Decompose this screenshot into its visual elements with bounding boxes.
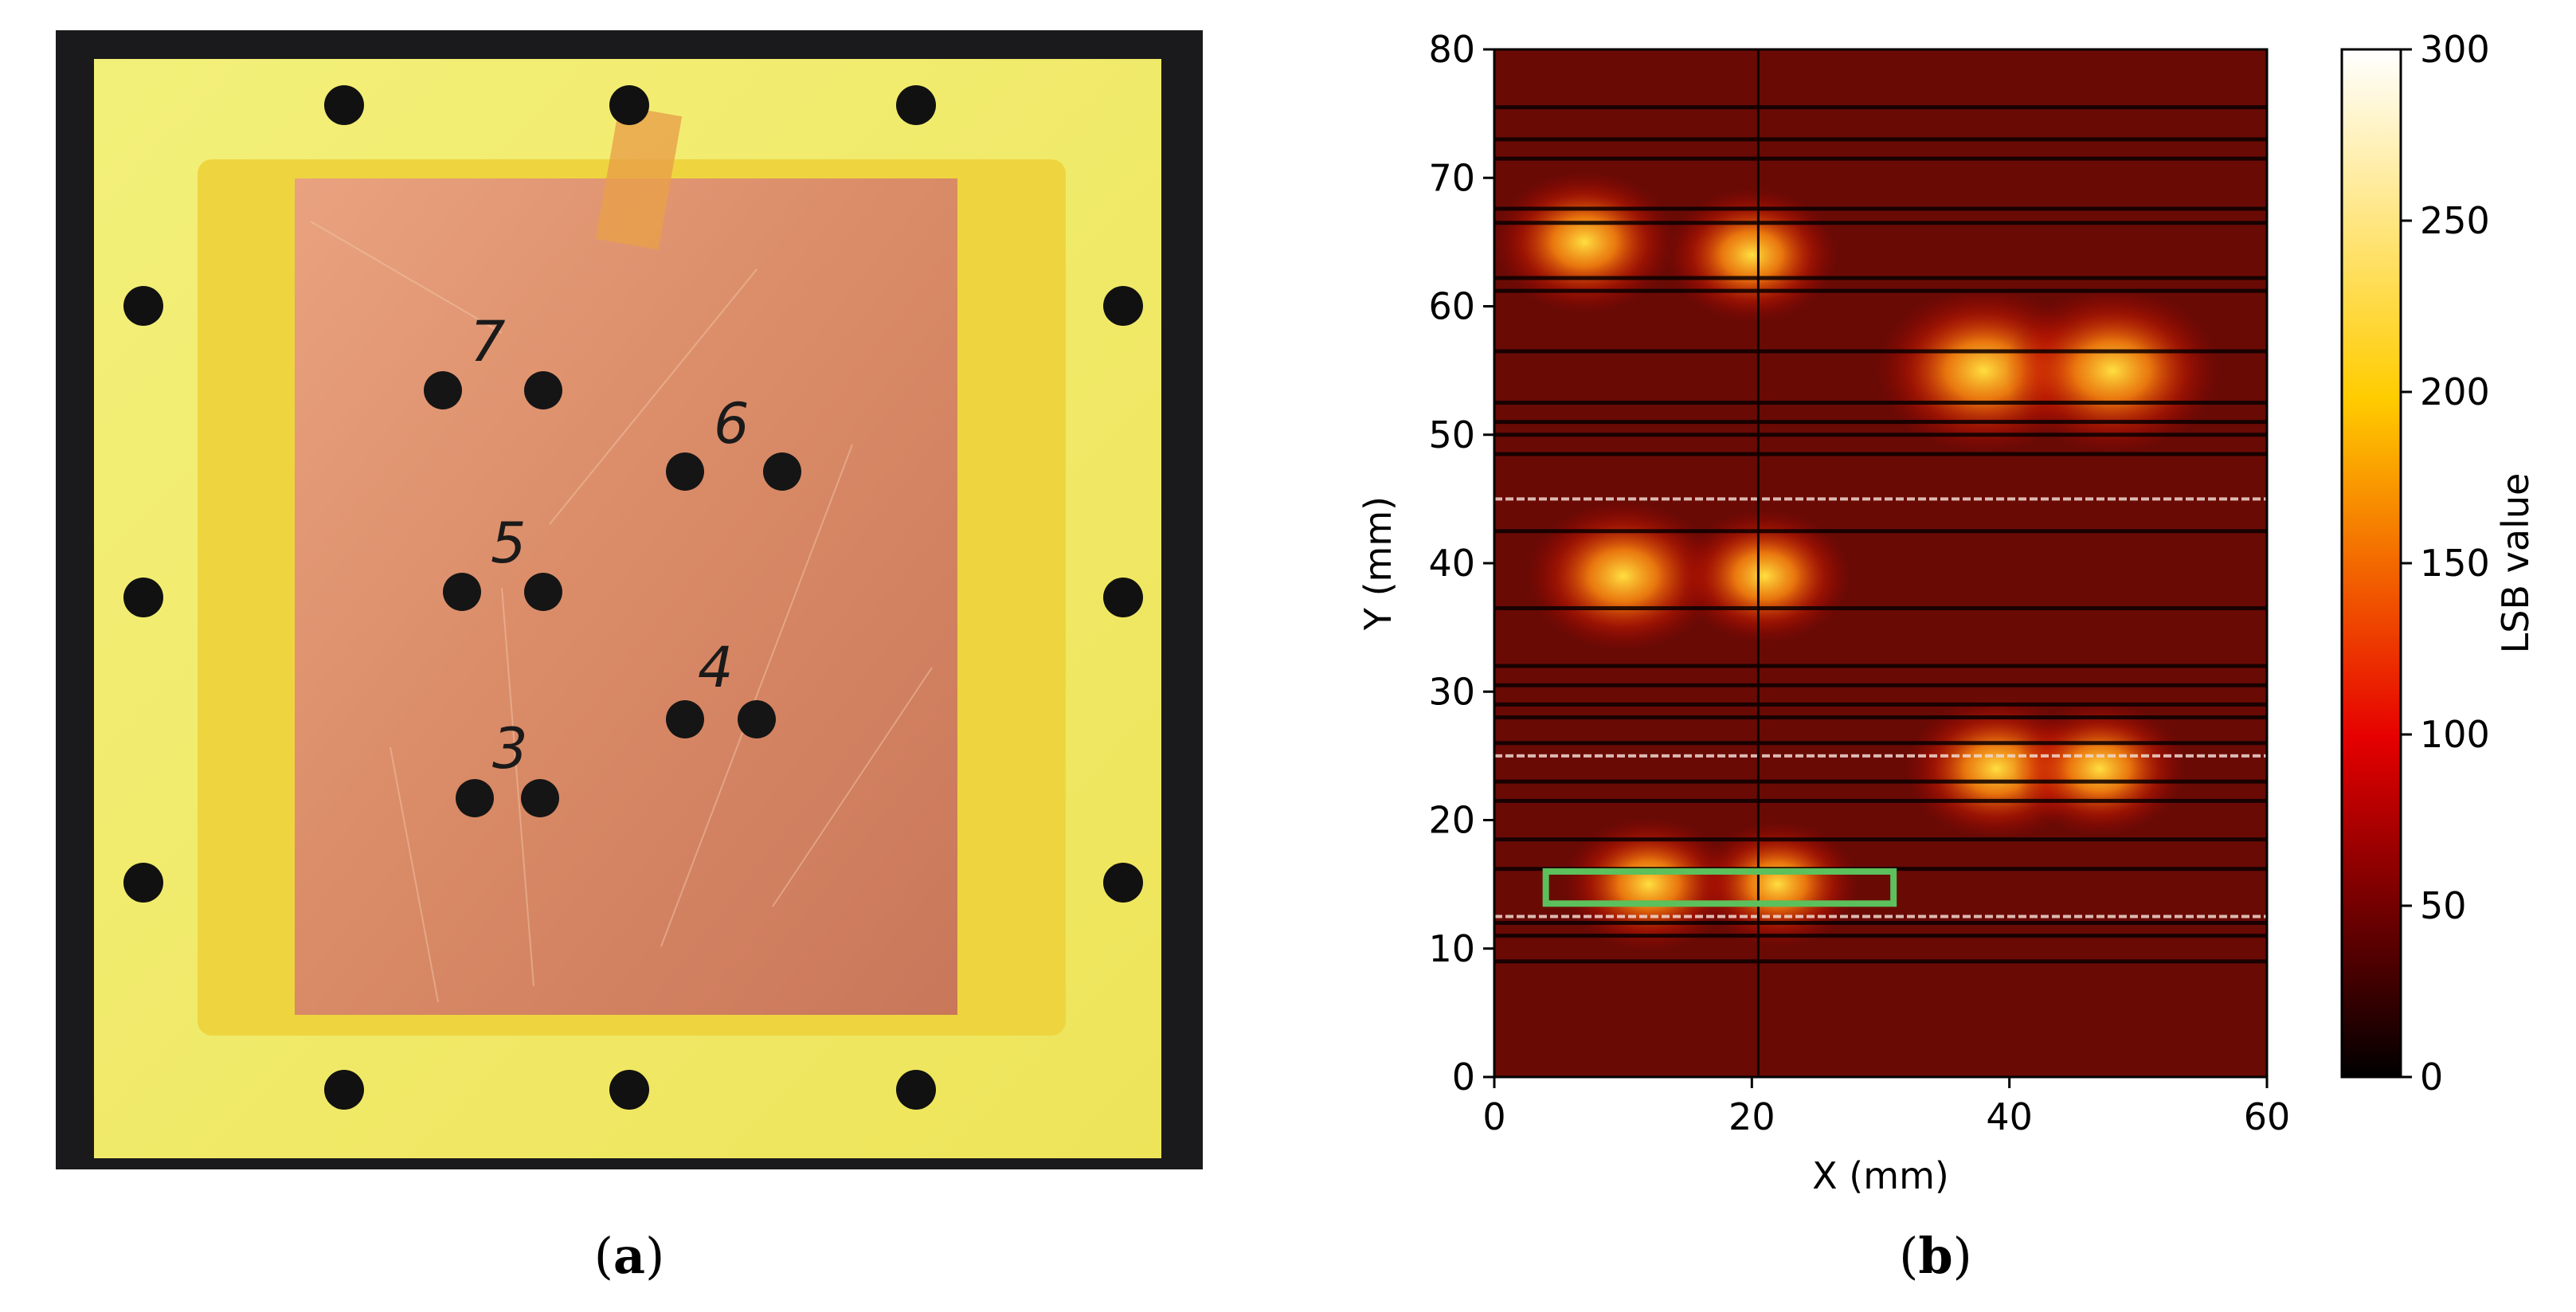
colorbar-gradient: [2340, 48, 2402, 1079]
mounting-holes: [123, 85, 1143, 1110]
y-tick-label: 40: [1428, 542, 1475, 585]
caption-b-letter: b: [1918, 1227, 1953, 1285]
y-tick-label: 30: [1428, 670, 1475, 713]
heatmap-hotspot: [2014, 702, 2186, 836]
y-tick-label: 50: [1428, 413, 1475, 456]
tape-strip: [595, 105, 683, 250]
y-tick-label: 80: [1428, 28, 1475, 71]
colorbar-tick-label: 0: [2420, 1055, 2443, 1099]
colorbar-tick-label: 250: [2420, 199, 2490, 242]
colorbar-tick-label: 50: [2420, 884, 2467, 927]
y-tick-label: 0: [1452, 1055, 1475, 1099]
colorbar-tick-label: 100: [2420, 713, 2490, 756]
y-axis-label: Y (mm): [1357, 496, 1400, 631]
y-tick-label: 70: [1428, 156, 1475, 199]
caption-a-close: ): [645, 1227, 665, 1285]
photo-panel: 7 6 5 4 3: [56, 30, 1203, 1169]
x-tick-label: 20: [1728, 1095, 1775, 1138]
hole-label-7: 7: [470, 309, 506, 374]
plate-scratches: [310, 221, 933, 1003]
colorbar-label: LSB value: [2494, 473, 2537, 654]
hole-label-4: 4: [698, 635, 734, 700]
x-axis-label: X (mm): [1812, 1154, 1949, 1197]
colorbar-tick-label: 200: [2420, 370, 2490, 413]
caption-b: (b): [1856, 1227, 2015, 1285]
hole-label-3: 3: [492, 716, 528, 781]
colorbar-tick-label: 300: [2420, 28, 2490, 71]
x-tick-label: 60: [2244, 1095, 2291, 1138]
heatmap-axes: 0 20 40 60 0 10 20 30 40 50 60 70 80: [1428, 28, 2290, 1138]
heatmap-panel: 0 20 40 60 0 10 20 30 40 50 60 70 80 X (mm) Y (mm) 0…: [1314, 0, 2576, 1243]
heatmap-hotspot: [1526, 501, 1720, 651]
plate-holes: [424, 371, 801, 817]
hole-label-6: 6: [714, 391, 750, 456]
y-tick-label: 10: [1428, 927, 1475, 970]
colorbar: 0 50 100 150 200 250 300: [2340, 28, 2490, 1099]
y-tick-label: 60: [1428, 285, 1475, 328]
caption-a: (a): [550, 1227, 709, 1285]
caption-b-open: (: [1899, 1227, 1919, 1285]
caption-a-letter: a: [613, 1227, 646, 1285]
heatmap-hotspot: [2005, 288, 2220, 453]
roi-box: [1542, 868, 1897, 907]
heatmap-plot-area: [1494, 49, 2267, 1077]
heatmap-chart: 0 20 40 60 0 10 20 30 40 50 60 70 80 X (mm) Y (mm) 0…: [1357, 28, 2537, 1197]
hole-label-5: 5: [491, 511, 527, 576]
colorbar-tick-label: 150: [2420, 542, 2490, 585]
copper-plate: [295, 178, 957, 1015]
y-tick-label: 20: [1428, 799, 1475, 842]
x-tick-label: 40: [1986, 1095, 2033, 1138]
x-tick-label: 0: [1482, 1095, 1505, 1138]
caption-a-open: (: [593, 1227, 613, 1285]
copper-plate-photo: 7 6 5 4 3: [56, 30, 1203, 1169]
caption-b-close: ): [1952, 1227, 1972, 1285]
